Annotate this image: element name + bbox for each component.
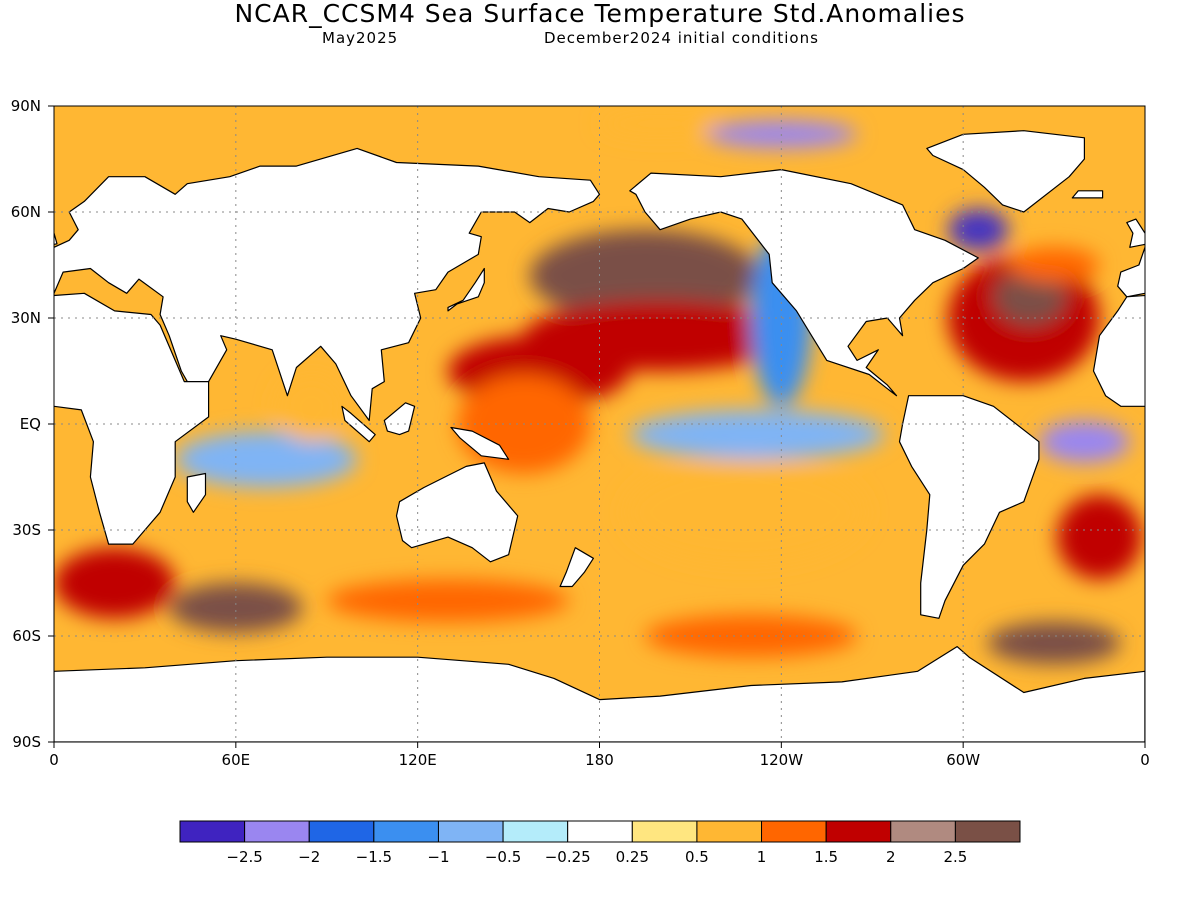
colorbar-swatch bbox=[761, 820, 827, 843]
colorbar-swatch bbox=[954, 820, 1021, 843]
init-conditions-label: December2024 initial conditions bbox=[544, 29, 819, 47]
continent-eurasia bbox=[1117, 246, 1145, 298]
colorbar-label: 1.5 bbox=[814, 848, 838, 866]
continent-new-guinea bbox=[450, 426, 510, 460]
anomaly-regions bbox=[54, 109, 1142, 665]
anomaly-region-8 bbox=[993, 268, 1067, 326]
x-tick-label: 0 bbox=[1140, 751, 1150, 769]
y-tick-label: 30N bbox=[11, 309, 41, 327]
colorbar-swatch bbox=[890, 820, 956, 843]
x-tick-label: 120W bbox=[760, 751, 804, 769]
continent-south-america bbox=[898, 395, 1040, 619]
x-tick-label: 120E bbox=[399, 751, 437, 769]
anomaly-region-18 bbox=[987, 621, 1121, 665]
colorbar-swatch bbox=[308, 820, 375, 843]
x-tick-label: 180 bbox=[585, 751, 614, 769]
anomaly-region-21 bbox=[1008, 247, 1100, 283]
colorbar-swatch bbox=[373, 820, 439, 843]
continent-antarctica bbox=[54, 645, 1145, 742]
anomaly-region-19 bbox=[599, 109, 721, 138]
colorbar-swatch bbox=[567, 820, 633, 843]
colorbar-label: −0.5 bbox=[485, 848, 521, 866]
anomaly-region-5 bbox=[623, 459, 867, 566]
continent-uk bbox=[54, 232, 58, 245]
anomaly-region-9 bbox=[948, 208, 1009, 251]
continent-north-america bbox=[629, 169, 979, 397]
continent-borneo bbox=[383, 402, 416, 436]
colorbar-label: −2 bbox=[298, 848, 320, 866]
y-tick-label: EQ bbox=[20, 415, 41, 433]
y-tick-label: 30S bbox=[12, 521, 41, 539]
anomaly-region-4 bbox=[629, 409, 885, 460]
y-tick-label: 60S bbox=[12, 627, 41, 645]
continent-eurasia bbox=[54, 147, 601, 422]
colorbar-swatch bbox=[825, 820, 892, 843]
longitude-ticks: 0 60E 120E 180 120W 60W 0 bbox=[49, 742, 1150, 769]
continent-iceland bbox=[1071, 190, 1104, 199]
y-tick-label: 90S bbox=[12, 733, 41, 751]
colorbar-label: −2.5 bbox=[226, 848, 262, 866]
colorbar-label: −0.25 bbox=[545, 848, 591, 866]
y-tick-label: 60N bbox=[11, 203, 41, 221]
continent-iceland bbox=[0, 191, 12, 198]
anomaly-region-17 bbox=[644, 614, 858, 658]
colorbar-swatch bbox=[437, 820, 504, 843]
colorbar-label: 2 bbox=[886, 848, 896, 866]
latitude-ticks: 90N 60N 30N EQ 30S 60S 90S bbox=[11, 97, 54, 751]
continent-antarctica bbox=[1144, 670, 1145, 742]
x-tick-label: 0 bbox=[49, 751, 59, 769]
x-tick-label: 60W bbox=[946, 751, 980, 769]
continent-africa bbox=[54, 292, 210, 545]
continent-australia bbox=[395, 462, 519, 563]
colorbar-label: 0.5 bbox=[685, 848, 709, 866]
continent-greenland bbox=[926, 130, 1086, 213]
continent-africa bbox=[1092, 294, 1145, 407]
x-tick-label: 60E bbox=[222, 751, 251, 769]
colorbar-label: −1.5 bbox=[356, 848, 392, 866]
anomaly-region-16 bbox=[54, 547, 176, 619]
colorbar-swatch bbox=[179, 820, 246, 843]
valid-month-label: May2025 bbox=[322, 29, 399, 47]
map-gridlines bbox=[54, 106, 1145, 742]
colorbar-swatch bbox=[502, 820, 569, 843]
colorbar: −2.5 −2 −1.5 −1 −0.5 −0.25 0.25 0.5 1 1.5 2 2.5 bbox=[179, 820, 1021, 866]
continent-sumatra bbox=[341, 405, 376, 443]
continent-madagascar bbox=[186, 472, 207, 513]
anomaly-region-10 bbox=[1038, 420, 1130, 463]
colorbar-label: 0.25 bbox=[616, 848, 649, 866]
anomaly-region-0 bbox=[529, 229, 761, 322]
colorbar-swatch bbox=[244, 820, 310, 843]
continent-new-zealand bbox=[559, 547, 595, 588]
anomaly-region-11 bbox=[1057, 494, 1142, 580]
colorbar-swatch bbox=[631, 820, 698, 843]
colorbar-label: 1 bbox=[757, 848, 767, 866]
colorbar-swatch bbox=[696, 820, 763, 843]
continent-uk bbox=[1126, 218, 1145, 248]
anomaly-region-14 bbox=[169, 583, 303, 633]
anomaly-region-15 bbox=[326, 579, 570, 622]
continents bbox=[0, 130, 1145, 742]
map-title: NCAR_CCSM4 Sea Surface Temperature Std.A… bbox=[234, 0, 966, 28]
colorbar-label: 2.5 bbox=[943, 848, 967, 866]
continent-japan bbox=[447, 267, 485, 312]
anomaly-region-12 bbox=[175, 431, 358, 488]
y-tick-label: 90N bbox=[11, 97, 41, 115]
colorbar-label: −1 bbox=[427, 848, 449, 866]
